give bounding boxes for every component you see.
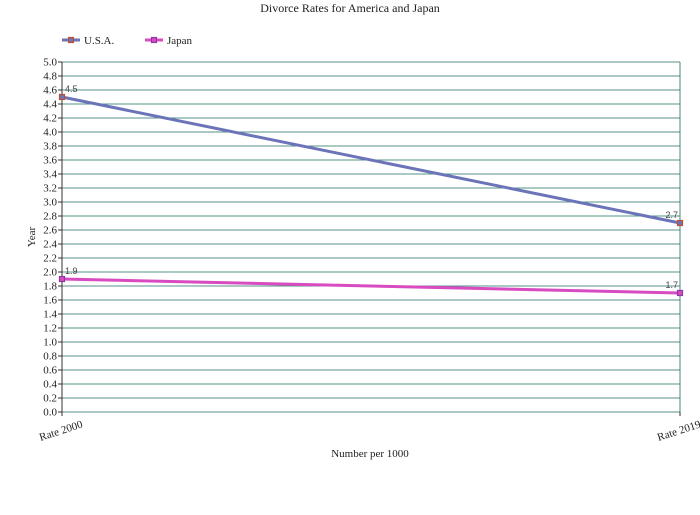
chart-title: Divorce Rates for America and Japan bbox=[260, 1, 440, 15]
data-point bbox=[676, 219, 684, 227]
y-tick-label: 2.8 bbox=[43, 211, 57, 223]
data-point bbox=[58, 275, 66, 283]
data-point bbox=[58, 93, 66, 101]
legend-label: Japan bbox=[167, 35, 193, 47]
y-tick-label: 5.0 bbox=[43, 57, 57, 69]
y-tick-label: 3.6 bbox=[43, 155, 57, 167]
legend-swatch-marker bbox=[150, 36, 158, 44]
y-tick-label: 2.0 bbox=[43, 267, 57, 279]
y-tick-label: 0.0 bbox=[43, 407, 57, 419]
y-tick-label: 2.6 bbox=[43, 225, 57, 237]
y-tick-label: 1.8 bbox=[43, 281, 57, 293]
y-tick-label: 1.4 bbox=[43, 309, 57, 321]
y-tick-label: 0.8 bbox=[43, 351, 57, 363]
x-tick-label: Rate 2019 bbox=[656, 418, 700, 443]
y-tick-label: 1.6 bbox=[43, 295, 57, 307]
series-line bbox=[61, 277, 681, 295]
y-tick-label: 3.2 bbox=[43, 183, 57, 195]
y-tick-label: 4.0 bbox=[43, 127, 57, 139]
x-tick-label: Rate 2000 bbox=[38, 418, 85, 443]
y-tick-label: 3.8 bbox=[43, 141, 57, 153]
y-tick-label: 0.2 bbox=[43, 393, 57, 405]
data-label: 1.9 bbox=[65, 266, 78, 276]
legend: U.S.A. Japan bbox=[62, 35, 193, 47]
y-tick-label: 0.6 bbox=[43, 365, 57, 377]
y-tick-label: 2.2 bbox=[43, 253, 57, 265]
legend-label: U.S.A. bbox=[84, 35, 115, 47]
y-tick-label: 3.0 bbox=[43, 197, 57, 209]
legend-swatch-marker bbox=[67, 36, 75, 44]
x-axis-ticks: Rate 2000 Rate 2019 bbox=[38, 412, 700, 444]
y-tick-label: 3.4 bbox=[43, 169, 57, 181]
y-axis-label: Year bbox=[26, 227, 38, 248]
y-tick-label: 2.4 bbox=[43, 239, 57, 251]
data-label: 1.7 bbox=[665, 280, 678, 290]
x-axis-label: Number per 1000 bbox=[331, 448, 409, 460]
y-axis-ticks: 0.0 0.2 0.4 0.6 0.8 1.0 1.2 1.4 1.6 1.8 2.0 2.2 2.4 2… bbox=[43, 57, 62, 419]
data-point bbox=[676, 289, 684, 297]
series-group: 4.5 2.7 1.9 1.7 bbox=[58, 84, 684, 297]
series-line bbox=[61, 95, 681, 225]
data-label: 2.7 bbox=[665, 210, 678, 220]
data-label: 4.5 bbox=[65, 84, 78, 94]
y-tick-label: 4.6 bbox=[43, 85, 57, 97]
y-tick-label: 4.2 bbox=[43, 113, 57, 125]
y-tick-label: 1.2 bbox=[43, 323, 57, 335]
y-tick-label: 1.0 bbox=[43, 337, 57, 349]
y-tick-label: 4.4 bbox=[43, 99, 57, 111]
gridlines bbox=[61, 61, 681, 413]
y-tick-label: 0.4 bbox=[43, 379, 57, 391]
y-tick-label: 4.8 bbox=[43, 71, 57, 83]
